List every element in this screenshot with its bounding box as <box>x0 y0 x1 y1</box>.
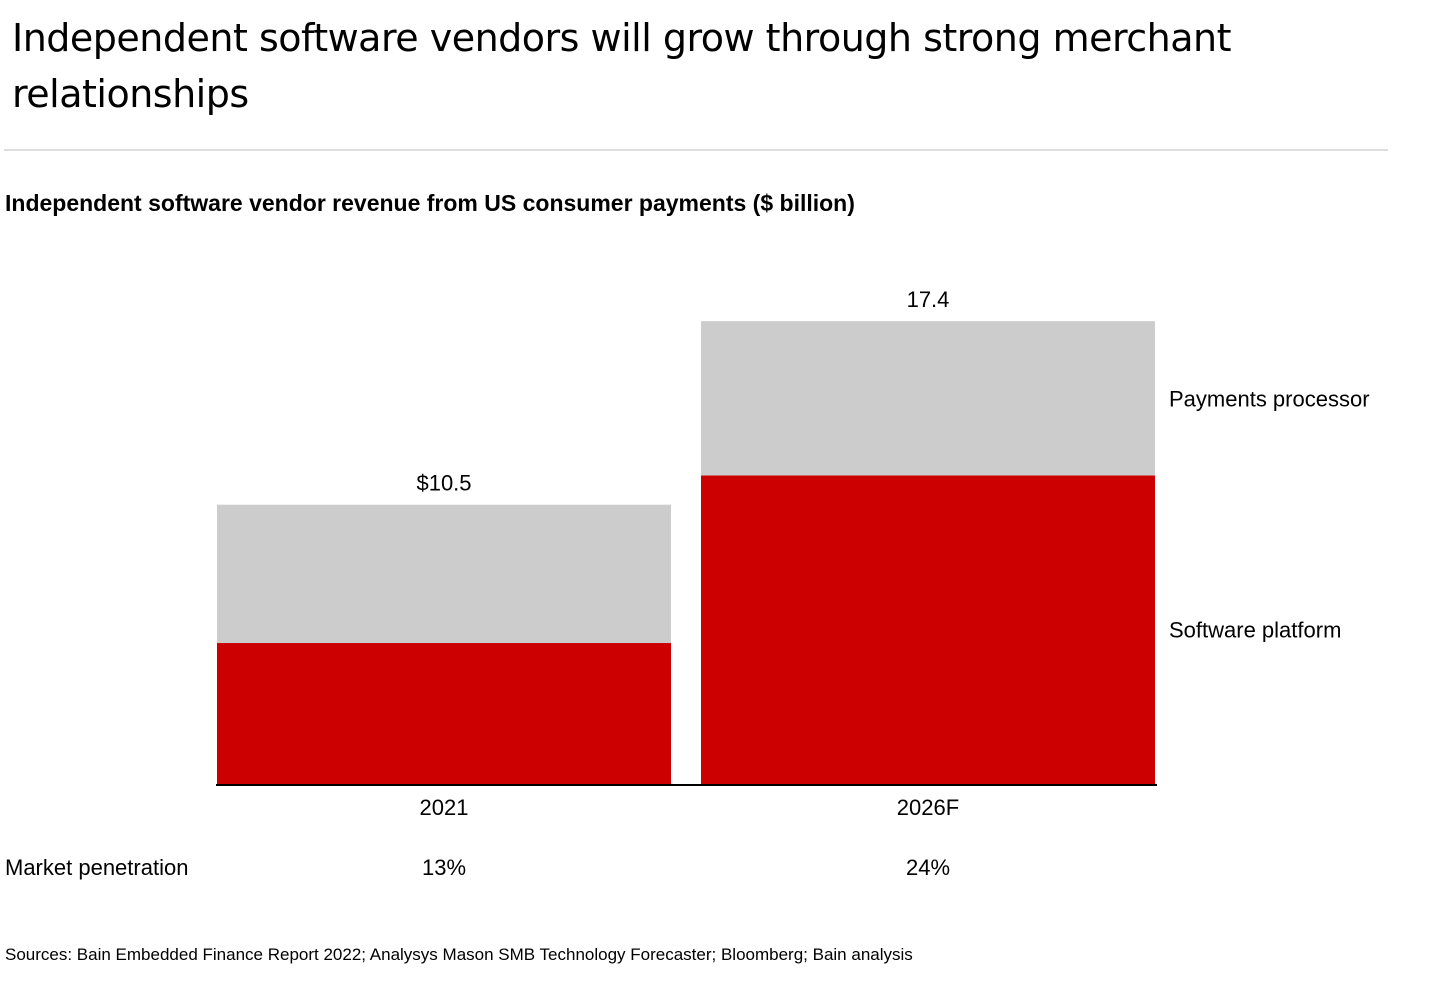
sources-note: Sources: Bain Embedded Finance Report 20… <box>5 945 913 964</box>
bar-segment-software-platform-2026F <box>701 475 1155 784</box>
chart-title: Independent software vendor revenue from… <box>5 190 855 216</box>
bar-segment-software-platform-2021 <box>217 643 671 784</box>
x-tick-label: 2021 <box>420 795 469 820</box>
legend-label: Software platform <box>1169 618 1341 643</box>
x-tick-label: 2026F <box>897 795 959 820</box>
total-label: $10.5 <box>416 471 471 496</box>
total-label: 17.4 <box>907 287 950 312</box>
divider <box>4 149 1388 151</box>
bar-segment-payments-processor-2026F <box>701 321 1155 476</box>
page-title: Independent software vendors will grow t… <box>12 16 1232 116</box>
bar-segment-payments-processor-2021 <box>217 504 671 644</box>
legend-label: Payments processor <box>1169 386 1370 411</box>
market-penetration-value: 24% <box>906 855 950 880</box>
market-penetration-label: Market penetration <box>5 855 188 880</box>
market-penetration-value: 13% <box>422 855 466 880</box>
